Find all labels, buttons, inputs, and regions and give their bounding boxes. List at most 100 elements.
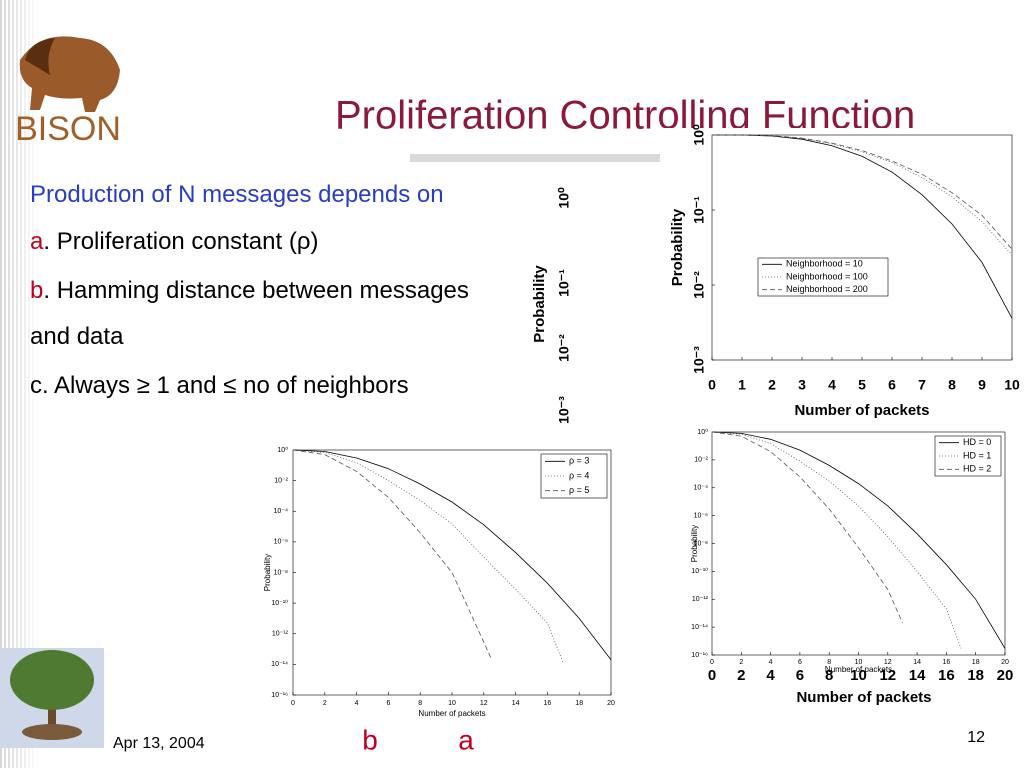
x-tick-label: 16 — [544, 700, 552, 707]
bullet-text: c. Always ≥ 1 and ≤ no of neighbors — [30, 372, 409, 399]
overlay-tick-label: 2 — [737, 667, 745, 684]
y-tick-label: 10⁻⁶ — [274, 539, 288, 546]
legend-label: HD = 0 — [963, 437, 991, 447]
x-axis-label: Number of packets — [418, 709, 485, 718]
legend-label: Neighborhood = 100 — [786, 271, 868, 281]
x-tick-label: 2 — [323, 700, 327, 707]
overlay-tick-label: 16 — [938, 667, 955, 684]
y-tick-label: 10⁻¹⁴ — [691, 624, 708, 631]
x-tick-label: 2 — [739, 659, 743, 666]
y-tick-label: 10⁻⁸ — [274, 569, 288, 576]
x-tick-label: 10 — [855, 659, 863, 666]
x-tick-label: 8 — [418, 700, 422, 707]
bullet-text: Production of N messages depends on — [30, 181, 444, 208]
x-tick-label: 6 — [386, 700, 390, 707]
series-line — [711, 431, 903, 624]
y-tick-label: 10⁻¹² — [692, 596, 709, 603]
y-tick-label: 10⁰ — [691, 124, 707, 146]
chart: 0 2 4 6 8 10 12 14 16 18 20 10⁰ 10⁻² 10⁻⁴ 10⁻⁶ 10⁻⁸ 10⁻¹… — [258, 440, 620, 720]
x-tick-label: 14 — [913, 659, 921, 666]
y-tick-label: 10⁻⁸ — [694, 540, 708, 547]
bullets: Production of N messages depends on a. Pr… — [30, 181, 469, 399]
y-tick-label: 10⁻⁶ — [694, 512, 708, 519]
x-tick-label: 8 — [827, 659, 831, 666]
overlay-tick-label: 4 — [766, 667, 775, 684]
series-line — [712, 134, 1013, 250]
caption: b — [362, 724, 378, 755]
overlay-tick-label: 18 — [967, 667, 984, 684]
bullet: a. Proliferation constant (ρ) — [30, 228, 318, 255]
logo-text: BISON — [15, 110, 121, 148]
stripe-fade — [0, 0, 40, 768]
overlay-tick-label: 12 — [879, 667, 896, 684]
bullet: Production of N messages depends on — [30, 181, 444, 208]
series-line — [292, 449, 564, 664]
x-tick-label: 18 — [972, 659, 980, 666]
page-number: 12 — [967, 729, 985, 746]
ghost-axis-label: Probability — [531, 265, 548, 343]
ghost-tick-label: 10⁻³ — [556, 396, 572, 424]
bullet-text: and data — [30, 323, 124, 350]
overlay-tick-label: 6 — [796, 667, 804, 684]
x-tick-label: 0 — [710, 659, 714, 666]
x-tick-label: 3 — [798, 377, 806, 393]
y-tick-label: 10⁻¹⁰ — [691, 567, 708, 575]
x-tick-label: 9 — [978, 377, 986, 393]
bullet-text: . Proliferation constant (ρ) — [43, 228, 318, 255]
logo: BISON — [15, 36, 121, 148]
ghost-tick-label: 10⁰ — [556, 187, 572, 209]
x-tick-label: 4 — [355, 700, 359, 707]
x-tick-label: 8 — [948, 377, 956, 393]
series-line — [711, 431, 962, 649]
bullet: b. Hamming distance between messages — [30, 277, 469, 304]
x-tick-label: 18 — [575, 700, 583, 707]
bison-mane — [25, 38, 55, 75]
y-tick-label: 10⁻³ — [691, 346, 707, 374]
x-tick-label: 20 — [607, 700, 615, 707]
overlay-tick-label: 10 — [850, 667, 867, 684]
y-tick-label: 10⁻¹⁶ — [271, 692, 288, 699]
series-line — [711, 431, 1006, 649]
bullet: c. Always ≥ 1 and ≤ no of neighbors — [30, 372, 409, 399]
x-tick-label: 12 — [480, 700, 488, 707]
x-tick-label: 5 — [858, 377, 866, 393]
tree-image — [0, 648, 104, 748]
x-tick-label: 0 — [708, 377, 716, 393]
x-tick-label: 2 — [768, 377, 776, 393]
y-axis-label: Probability — [669, 208, 686, 286]
x-tick-label: 14 — [512, 700, 520, 707]
bullet-marker: b — [30, 277, 43, 304]
x-tick-label: 20 — [1001, 659, 1009, 666]
y-tick-label: 10⁻¹⁰ — [271, 599, 288, 607]
legend: Neighborhood = 10 Neighborhood = 100 Neigh… — [757, 257, 889, 297]
x-tick-label: 10 — [448, 700, 456, 707]
bullet-text: . Hamming distance between messages — [43, 277, 469, 304]
chart: 0 1 2 3 4 5 6 7 8 9 10 10⁰ 10⁻¹ 10⁻² 10⁻³ Number of pac… — [660, 124, 1022, 422]
x-tick-label: 6 — [888, 377, 896, 393]
x-tick-label: 1 — [738, 377, 746, 393]
y-tick-label: 10⁻² — [691, 271, 707, 299]
x-tick-label: 4 — [828, 377, 836, 393]
series-line — [292, 449, 612, 661]
y-tick-label: 10⁻¹⁶ — [691, 652, 708, 659]
legend-label: ρ = 3 — [569, 456, 589, 466]
y-tick-label: 10⁻¹ — [691, 196, 707, 224]
legend-label: Neighborhood = 10 — [786, 259, 863, 269]
x-tick-label: 7 — [918, 377, 926, 393]
ghost-tick-label: 10⁻¹ — [556, 269, 572, 297]
x-tick-label: 6 — [798, 659, 802, 666]
bullet-marker: a — [30, 228, 44, 255]
y-tick-label: 10⁻¹⁴ — [271, 661, 288, 668]
ghost-tick-label: 10⁻² — [556, 334, 572, 362]
legend: ρ = 3 ρ = 4 ρ = 5 — [540, 453, 608, 499]
tree-roots — [22, 724, 82, 740]
y-axis-label: Probability — [263, 554, 272, 591]
y-tick-label: 10⁻¹² — [272, 631, 289, 638]
legend-label: ρ = 4 — [569, 470, 589, 480]
overlay-tick-label: 20 — [997, 667, 1014, 684]
y-tick-label: 10⁰ — [277, 446, 288, 454]
title-underline — [410, 154, 660, 162]
y-tick-label: 10⁰ — [697, 428, 708, 436]
